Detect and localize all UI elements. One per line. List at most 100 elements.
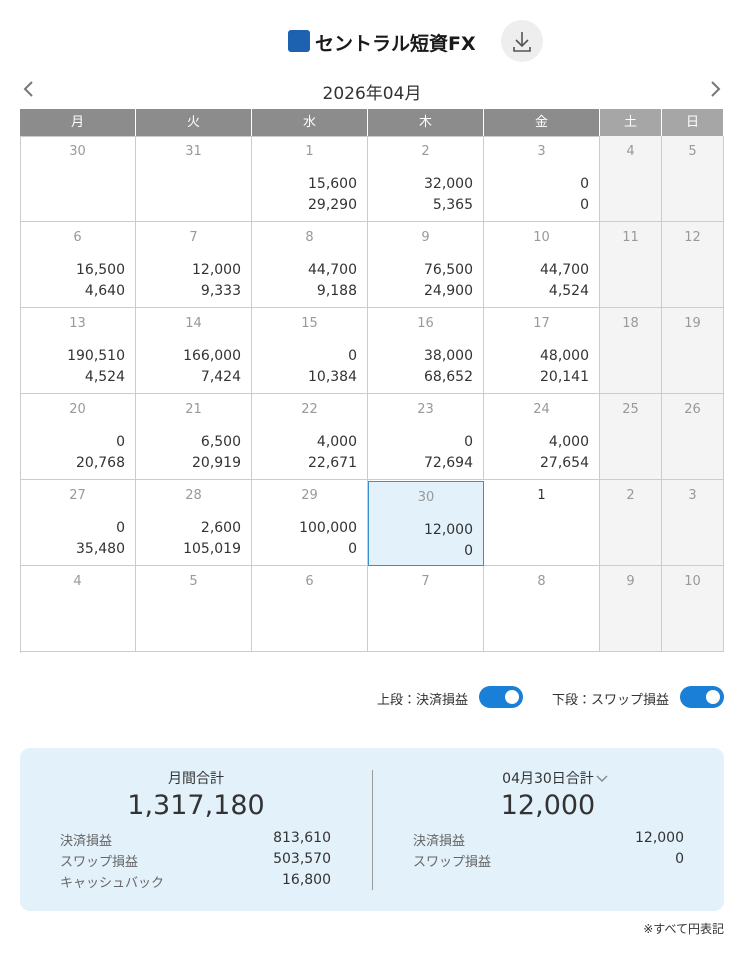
day-number: 21	[185, 402, 202, 417]
download-icon	[513, 32, 531, 52]
day-cell[interactable]: 8 44,700 9,188	[252, 222, 368, 308]
day-cell[interactable]: 19	[662, 308, 724, 394]
day-number: 17	[533, 316, 550, 331]
day-cell[interactable]: 11	[600, 222, 662, 308]
day-cell[interactable]: 1	[484, 480, 600, 566]
day-cell[interactable]: 8	[484, 566, 600, 652]
download-button[interactable]	[501, 20, 543, 62]
settlement-pl: 48,000	[540, 348, 589, 364]
day-number: 15	[301, 316, 318, 331]
weekday-header: 日	[662, 109, 724, 136]
next-month[interactable]	[706, 78, 726, 100]
swap-pl: 7,424	[200, 369, 241, 385]
weekday-header: 火	[136, 109, 252, 136]
day-number: 30	[417, 490, 435, 505]
day-cell[interactable]: 30	[20, 136, 136, 222]
calendar-frame	[20, 136, 724, 653]
summary-total: 12,000	[500, 790, 596, 821]
day-cell[interactable]: 6	[252, 566, 368, 652]
day-number: 3	[537, 144, 546, 159]
day-number: 22	[301, 402, 318, 417]
day-number: 8	[305, 230, 314, 245]
day-cell[interactable]: 18	[600, 308, 662, 394]
day-number: 16	[417, 316, 434, 331]
summary-value: 813,610	[273, 830, 331, 846]
day-cell[interactable]: 10 44,700 4,524	[484, 222, 600, 308]
day-number: 3	[688, 488, 697, 503]
day-cell[interactable]: 7	[368, 566, 484, 652]
day-number: 6	[305, 574, 314, 589]
day-cell[interactable]: 10	[662, 566, 724, 652]
settlement-pl: 2,600	[200, 520, 241, 536]
day-cell[interactable]: 23 0 72,694	[368, 394, 484, 480]
day-number: 14	[185, 316, 202, 331]
swap-pl: 35,480	[76, 541, 125, 557]
settlement-pl: 4,000	[548, 434, 589, 450]
settlement-pl: 32,000	[424, 176, 473, 192]
swap-pl: 5,365	[432, 197, 473, 213]
day-cell[interactable]: 15 0 10,384	[252, 308, 368, 394]
day-cell[interactable]: 7 12,000 9,333	[136, 222, 252, 308]
day-cell[interactable]: 21 6,500 20,919	[136, 394, 252, 480]
day-cell[interactable]: 29 100,000 0	[252, 480, 368, 566]
prev-month[interactable]	[18, 78, 38, 100]
day-cell[interactable]: 28 2,600 105,019	[136, 480, 252, 566]
day-number: 6	[73, 230, 82, 245]
day-cell[interactable]: 20 0 20,768	[20, 394, 136, 480]
day-cell[interactable]: 30 12,000 0	[368, 481, 484, 566]
dropdown-chevron[interactable]	[595, 774, 609, 784]
settlement-pl: 0	[580, 176, 589, 192]
day-cell[interactable]: 25	[600, 394, 662, 480]
toggle-switch[interactable]	[479, 686, 523, 708]
day-number: 27	[69, 488, 86, 503]
day-number: 10	[533, 230, 550, 245]
day-cell[interactable]: 26	[662, 394, 724, 480]
swap-pl: 29,290	[308, 197, 357, 213]
weekday-header: 月	[20, 109, 136, 136]
day-number: 25	[622, 402, 639, 417]
day-cell[interactable]: 14 166,000 7,424	[136, 308, 252, 394]
day-cell[interactable]: 27 0 35,480	[20, 480, 136, 566]
day-cell[interactable]: 22 4,000 22,671	[252, 394, 368, 480]
day-cell[interactable]: 16 38,000 68,652	[368, 308, 484, 394]
day-number: 4	[626, 144, 635, 159]
swap-pl: 27,654	[540, 455, 589, 471]
day-number: 19	[684, 316, 701, 331]
day-number: 24	[533, 402, 550, 417]
day-cell[interactable]: 6 16,500 4,640	[20, 222, 136, 308]
summary-label: スワップ損益	[60, 855, 139, 870]
summary-title: 月間合計	[168, 771, 224, 787]
day-cell[interactable]: 4	[600, 136, 662, 222]
day-cell[interactable]: 9	[600, 566, 662, 652]
day-cell[interactable]: 5	[662, 136, 724, 222]
toggle-switch[interactable]	[680, 686, 724, 708]
day-cell[interactable]: 2	[600, 480, 662, 566]
settlement-pl: 4,000	[316, 434, 357, 450]
summary-title[interactable]: 04月30日合計	[502, 771, 594, 787]
day-cell[interactable]: 2 32,000 5,365	[368, 136, 484, 222]
settlement-pl: 0	[116, 434, 125, 450]
summary-value: 16,800	[282, 872, 331, 888]
logo: セントラル短資FX	[315, 33, 476, 55]
day-cell[interactable]: 31	[136, 136, 252, 222]
day-cell[interactable]: 9 76,500 24,900	[368, 222, 484, 308]
swap-pl: 9,188	[316, 283, 357, 299]
day-cell[interactable]: 3	[662, 480, 724, 566]
day-number: 31	[185, 144, 202, 159]
settlement-pl: 12,000	[424, 522, 473, 538]
day-cell[interactable]: 1 15,600 29,290	[252, 136, 368, 222]
swap-pl: 0	[580, 197, 589, 213]
settlement-pl: 16,500	[76, 262, 125, 278]
toggle-label: 上段：決済損益	[376, 693, 468, 708]
day-cell[interactable]: 3 0 0	[484, 136, 600, 222]
day-cell[interactable]: 4	[20, 566, 136, 652]
month-title: 2026年04月	[322, 84, 422, 104]
summary-total: 1,317,180	[127, 790, 265, 821]
swap-pl: 68,652	[424, 369, 473, 385]
day-cell[interactable]: 12	[662, 222, 724, 308]
day-cell[interactable]: 5	[136, 566, 252, 652]
day-cell[interactable]: 17 48,000 20,141	[484, 308, 600, 394]
day-cell[interactable]: 24 4,000 27,654	[484, 394, 600, 480]
day-cell[interactable]: 13 190,510 4,524	[20, 308, 136, 394]
